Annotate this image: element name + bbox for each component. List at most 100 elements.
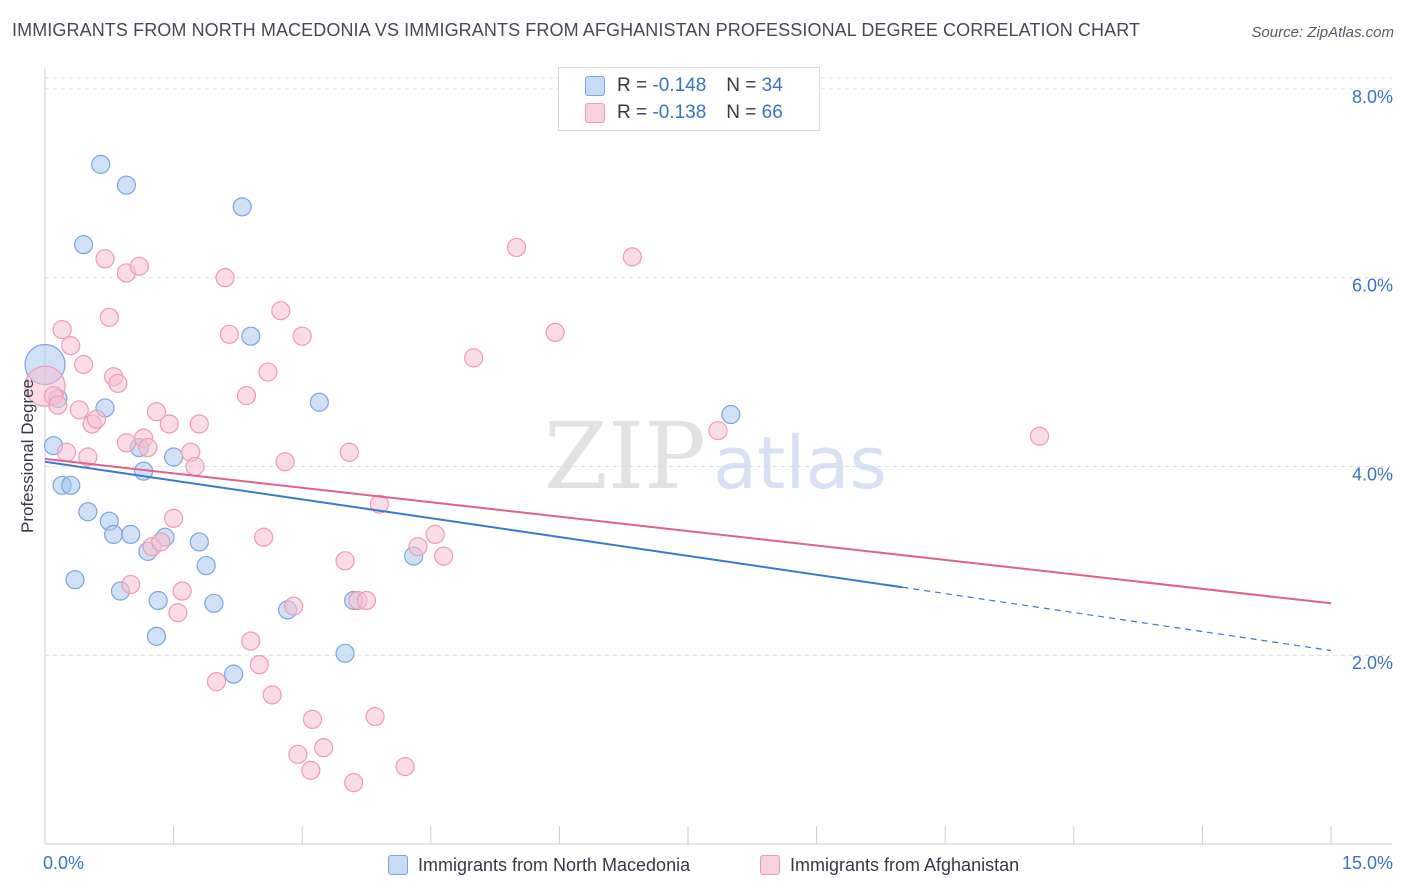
point-afghanistan xyxy=(506,237,527,258)
legend-n-label: N = xyxy=(726,102,757,123)
trend-lines xyxy=(44,457,1332,652)
tick-labels: 2.0% 4.0% 6.0% 8.0% 0.0% 15.0% xyxy=(43,87,1393,873)
point-afghanistan xyxy=(395,756,415,777)
axes xyxy=(44,68,1392,845)
point-north-macedonia xyxy=(164,447,184,467)
trendline-afghanistan xyxy=(44,457,1332,605)
point-afghanistan xyxy=(254,527,274,547)
point-afghanistan xyxy=(369,494,389,514)
point-afghanistan xyxy=(138,437,158,458)
legend-r-label: R = xyxy=(617,102,648,123)
watermark: ZIP atlas xyxy=(544,403,887,510)
legend-r-value: -0.138 xyxy=(652,102,707,123)
point-afghanistan xyxy=(86,409,107,429)
y-tick-label: 4.0% xyxy=(1352,464,1393,484)
y-tick-label: 8.0% xyxy=(1352,87,1393,107)
point-afghanistan xyxy=(206,672,227,692)
x-tick-label-max: 15.0% xyxy=(1342,853,1393,873)
point-afghanistan xyxy=(236,386,257,406)
legend-n-label: N = xyxy=(726,75,757,96)
point-afghanistan xyxy=(271,301,291,321)
legend-swatch-pink xyxy=(760,855,780,875)
point-north-macedonia xyxy=(189,532,209,552)
point-afghanistan xyxy=(159,414,179,434)
point-afghanistan xyxy=(275,452,295,472)
watermark-zip: ZIP xyxy=(544,403,706,510)
source-attribution: Source: ZipAtlas.com xyxy=(1251,24,1394,41)
point-north-macedonia xyxy=(91,154,111,174)
point-afghanistan xyxy=(292,326,312,346)
point-afghanistan xyxy=(215,268,235,288)
point-afghanistan xyxy=(168,603,188,623)
watermark-atlas: atlas xyxy=(713,421,887,505)
point-afghanistan xyxy=(365,706,385,727)
point-north-macedonia xyxy=(204,593,224,613)
point-afghanistan xyxy=(339,442,359,462)
series-name-afghanistan: Immigrants from Afghanistan xyxy=(790,854,1020,875)
trendline-north-macedonia xyxy=(44,460,903,589)
point-afghanistan xyxy=(335,551,355,571)
point-afghanistan xyxy=(78,447,98,467)
point-afghanistan xyxy=(108,373,128,393)
legend-r-value: -0.148 xyxy=(652,75,707,96)
point-afghanistan xyxy=(708,420,728,441)
legend-r-label: R = xyxy=(617,75,648,96)
point-afghanistan xyxy=(408,537,428,557)
point-north-macedonia xyxy=(232,197,252,217)
point-afghanistan xyxy=(284,596,304,616)
point-north-macedonia xyxy=(224,664,244,684)
point-afghanistan xyxy=(262,685,282,705)
chart-title: IMMIGRANTS FROM NORTH MACEDONIA VS IMMIG… xyxy=(12,20,1141,40)
point-north-macedonia xyxy=(103,524,124,545)
point-north-macedonia xyxy=(146,626,167,646)
point-afghanistan xyxy=(146,402,167,422)
point-afghanistan xyxy=(545,322,565,343)
point-afghanistan xyxy=(48,395,68,415)
point-afghanistan xyxy=(258,362,278,382)
point-north-macedonia xyxy=(65,570,85,590)
source-value: ZipAtlas.com xyxy=(1307,24,1394,41)
point-north-macedonia xyxy=(335,643,355,663)
y-tick-label: 2.0% xyxy=(1352,653,1393,673)
point-north-macedonia xyxy=(148,590,168,611)
point-afghanistan xyxy=(241,631,261,651)
point-north-macedonia xyxy=(309,392,329,412)
point-afghanistan xyxy=(129,256,149,276)
point-north-macedonia xyxy=(721,404,741,425)
point-north-macedonia xyxy=(116,175,137,195)
point-afghanistan xyxy=(69,400,89,420)
x-tick-label-min: 0.0% xyxy=(43,853,84,873)
point-north-macedonia xyxy=(61,475,81,495)
point-afghanistan xyxy=(288,744,308,764)
point-afghanistan xyxy=(73,354,94,375)
bottom-legend-north-macedonia: Immigrants from North Macedonia xyxy=(388,852,690,878)
point-afghanistan xyxy=(61,336,81,356)
point-afghanistan xyxy=(344,773,364,793)
point-afghanistan xyxy=(434,546,454,566)
point-afghanistan xyxy=(151,532,171,552)
point-north-macedonia xyxy=(196,555,216,576)
point-afghanistan xyxy=(302,709,323,730)
point-afghanistan xyxy=(1029,426,1050,446)
point-north-macedonia xyxy=(121,524,141,545)
data-points xyxy=(24,154,1050,793)
legend-row-north-macedonia: R = -0.148 N = 34 xyxy=(585,73,783,99)
legend-row-afghanistan: R = -0.138 N = 66 xyxy=(585,100,783,126)
point-afghanistan xyxy=(56,442,77,462)
legend-n-value: 34 xyxy=(761,75,783,96)
legend-swatch-blue xyxy=(388,855,408,875)
point-afghanistan xyxy=(464,348,484,368)
point-north-macedonia xyxy=(73,235,94,255)
y-axis-title: Professional Degree xyxy=(18,378,37,534)
point-afghanistan xyxy=(95,249,115,269)
point-afghanistan xyxy=(219,324,239,344)
point-north-macedonia xyxy=(78,502,98,522)
y-tick-label: 6.0% xyxy=(1352,276,1393,296)
point-afghanistan xyxy=(185,456,205,477)
series-name-north-macedonia: Immigrants from North Macedonia xyxy=(418,854,691,875)
point-afghanistan xyxy=(99,307,119,327)
point-north-macedonia xyxy=(241,326,261,346)
gridlines xyxy=(45,77,1392,656)
correlation-legend: R = -0.148 N = 34 R = -0.138 N = 66 xyxy=(558,67,820,131)
